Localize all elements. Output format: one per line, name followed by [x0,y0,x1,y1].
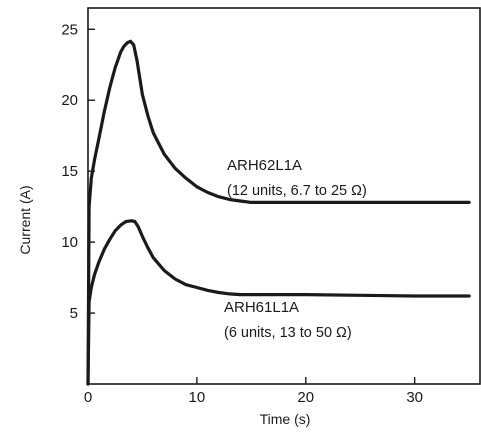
x-tick-label: 20 [297,389,314,406]
series-name-label: ARH61L1A [224,299,299,316]
series-line-arh61l1a [86,219,471,386]
y-tick-label: 10 [61,234,78,251]
chart-series-lines [86,39,471,386]
y-tick-label: 15 [61,163,78,180]
y-tick-label: 5 [70,305,78,322]
x-tick-label: 0 [84,389,92,406]
y-tick-label: 25 [61,21,78,38]
series-description-label: (6 units, 13 to 50 Ω) [224,325,352,341]
chart-axes [87,7,481,385]
plot-frame [87,7,481,385]
series-line-arh62l1a [86,39,471,386]
series-description-label: (12 units, 6.7 to 25 Ω) [227,183,367,199]
y-axis-label: Current (A) [17,185,33,254]
chart-ticks: 0 10 20 30 5 10 15 20 25 [61,21,423,406]
y-tick-label: 20 [61,92,78,109]
x-tick-label: 30 [406,389,423,406]
series-name-label: ARH62L1A [227,157,302,174]
x-tick-label: 10 [189,389,206,406]
x-axis-label: Time (s) [260,411,311,427]
chart-series-labels: ARH62L1A (12 units, 6.7 to 25 Ω) ARH61L1A (… [224,157,367,341]
